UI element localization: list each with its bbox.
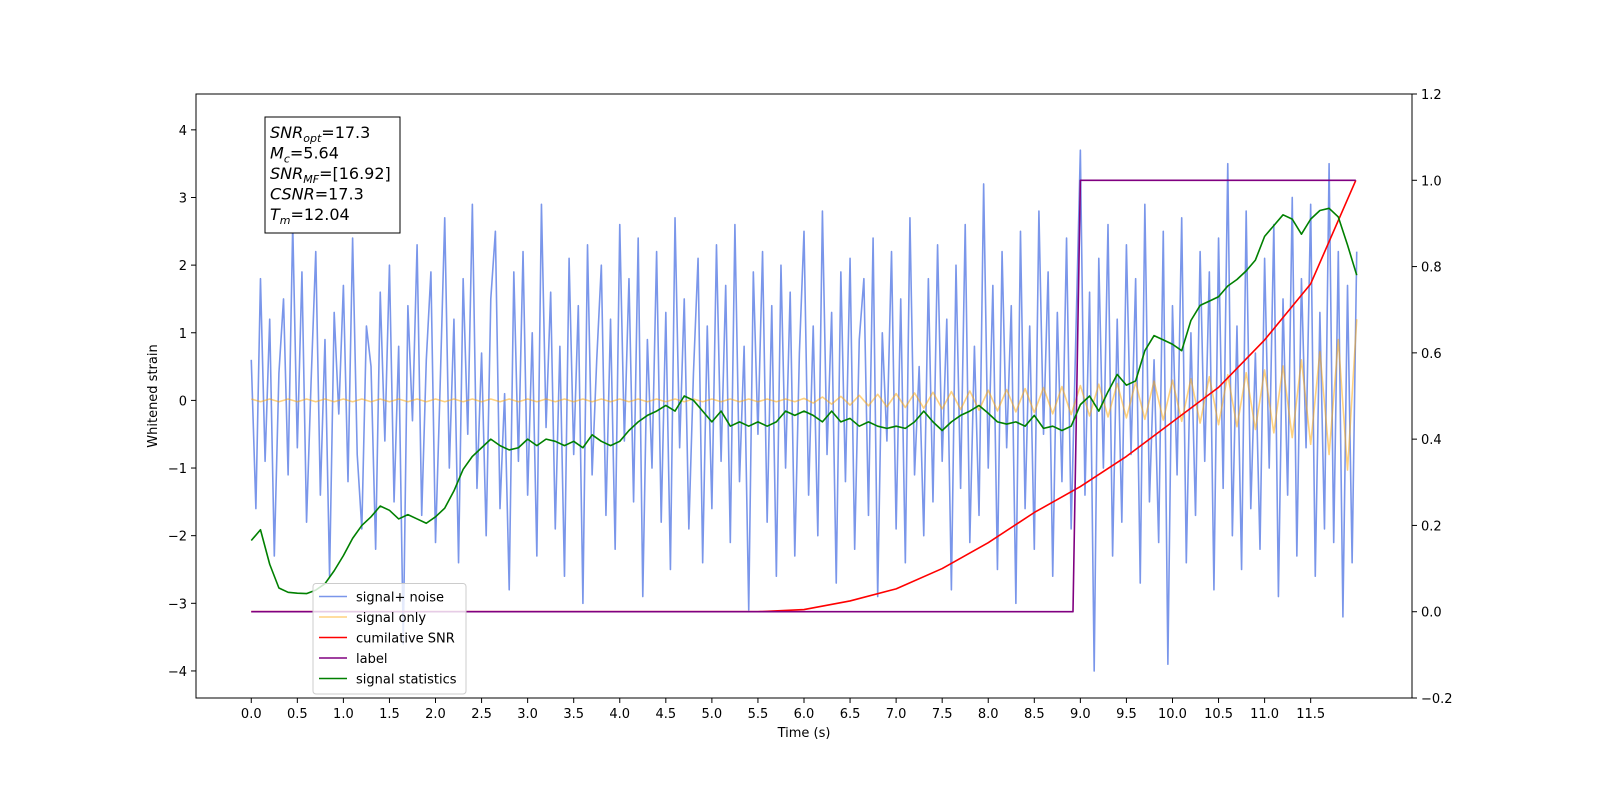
x-tick-label: 6.0 xyxy=(794,707,815,722)
annotation-symbol: T xyxy=(270,205,281,224)
annotation-symbol: SNR xyxy=(270,164,303,183)
y2-tick-label: 0.4 xyxy=(1421,433,1442,448)
x-tick-label: 2.0 xyxy=(425,707,446,722)
annotation-value: =5.64 xyxy=(290,144,339,163)
legend-label: signal statistics xyxy=(356,673,457,688)
y-tick-label: 2 xyxy=(179,259,187,274)
y-tick-label: 0 xyxy=(179,394,187,409)
annotation-line: Mc=5.64 xyxy=(270,144,339,166)
annotation-symbol: M xyxy=(270,144,284,163)
annotation-value: =17.3 xyxy=(321,123,370,142)
x-axis-label: Time (s) xyxy=(777,726,831,741)
series-line xyxy=(251,179,1356,613)
legend-label: signal+ noise xyxy=(356,591,444,606)
series-line xyxy=(251,179,1357,613)
y-tick-label: −4 xyxy=(168,665,187,680)
legend-label: cumilative SNR xyxy=(356,632,455,647)
x-tick-label: 3.0 xyxy=(517,707,538,722)
series-line xyxy=(250,207,1358,595)
x-tick-label: 7.0 xyxy=(886,707,907,722)
x-tick-label: 5.5 xyxy=(748,707,769,722)
x-tick-label: 5.0 xyxy=(702,707,723,722)
y2-tick-label: 0.8 xyxy=(1421,261,1442,276)
annotation-symbol: CSNR xyxy=(270,185,315,204)
y-tick-label: −2 xyxy=(168,530,187,545)
y2-tick-label: 0.0 xyxy=(1421,606,1442,621)
y-axis-label: Whitened strain xyxy=(146,344,161,447)
x-tick-label: 10.5 xyxy=(1204,707,1233,722)
y2-tick-label: 1.2 xyxy=(1421,88,1442,103)
annotation-line: SNRopt=17.3 xyxy=(270,123,370,145)
series-line xyxy=(251,319,1358,471)
annotation-symbol: SNR xyxy=(270,123,303,142)
annotation-subscript: opt xyxy=(303,132,322,145)
annotation-subscript: m xyxy=(280,214,291,227)
y2-tick-label: 0.2 xyxy=(1421,519,1442,534)
x-tick-label: 6.5 xyxy=(840,707,861,722)
annotation-box xyxy=(264,116,401,234)
x-tick-label: 8.5 xyxy=(1024,707,1045,722)
annotation-subscript: c xyxy=(284,153,290,166)
x-tick-label: 1.0 xyxy=(333,707,354,722)
annotation-value: =17.3 xyxy=(315,185,364,204)
legend-label: signal only xyxy=(356,611,426,626)
x-tick-label: 11.0 xyxy=(1250,707,1279,722)
annotation-line: CSNR=17.3 xyxy=(270,185,364,204)
legend-box xyxy=(312,583,467,695)
y-tick-label: −1 xyxy=(168,462,187,477)
x-tick-label: 0.5 xyxy=(287,707,308,722)
x-tick-label: 11.5 xyxy=(1296,707,1325,722)
y-tick-label: 3 xyxy=(179,191,187,206)
x-tick-label: 2.5 xyxy=(471,707,492,722)
x-tick-label: 10.0 xyxy=(1158,707,1187,722)
y2-tick-label: −0.2 xyxy=(1421,692,1453,707)
annotation-value: =[16.92] xyxy=(319,164,391,183)
series-line xyxy=(250,149,1358,672)
x-tick-label: 8.0 xyxy=(978,707,999,722)
plot-area xyxy=(250,149,1358,672)
x-tick-label: 7.5 xyxy=(932,707,953,722)
x-tick-label: 9.5 xyxy=(1116,707,1137,722)
annotation-value: =12.04 xyxy=(291,205,350,224)
x-tick-label: 4.0 xyxy=(609,707,630,722)
y-tick-label: −3 xyxy=(168,597,187,612)
annotation-subscript: MF xyxy=(303,173,319,186)
x-tick-label: 0.0 xyxy=(241,707,262,722)
legend-label: label xyxy=(356,652,387,667)
y-tick-label: 4 xyxy=(179,124,187,139)
annotation-line: Tm=12.04 xyxy=(270,205,350,227)
x-tick-label: 1.5 xyxy=(379,707,400,722)
x-tick-label: 3.5 xyxy=(563,707,584,722)
y2-tick-label: 1.0 xyxy=(1421,174,1442,189)
annotation-line: SNRMF=[16.92] xyxy=(270,164,391,186)
x-tick-label: 4.5 xyxy=(655,707,676,722)
y2-tick-label: 0.6 xyxy=(1421,347,1442,362)
y-tick-label: 1 xyxy=(179,327,187,342)
x-tick-label: 9.0 xyxy=(1070,707,1091,722)
